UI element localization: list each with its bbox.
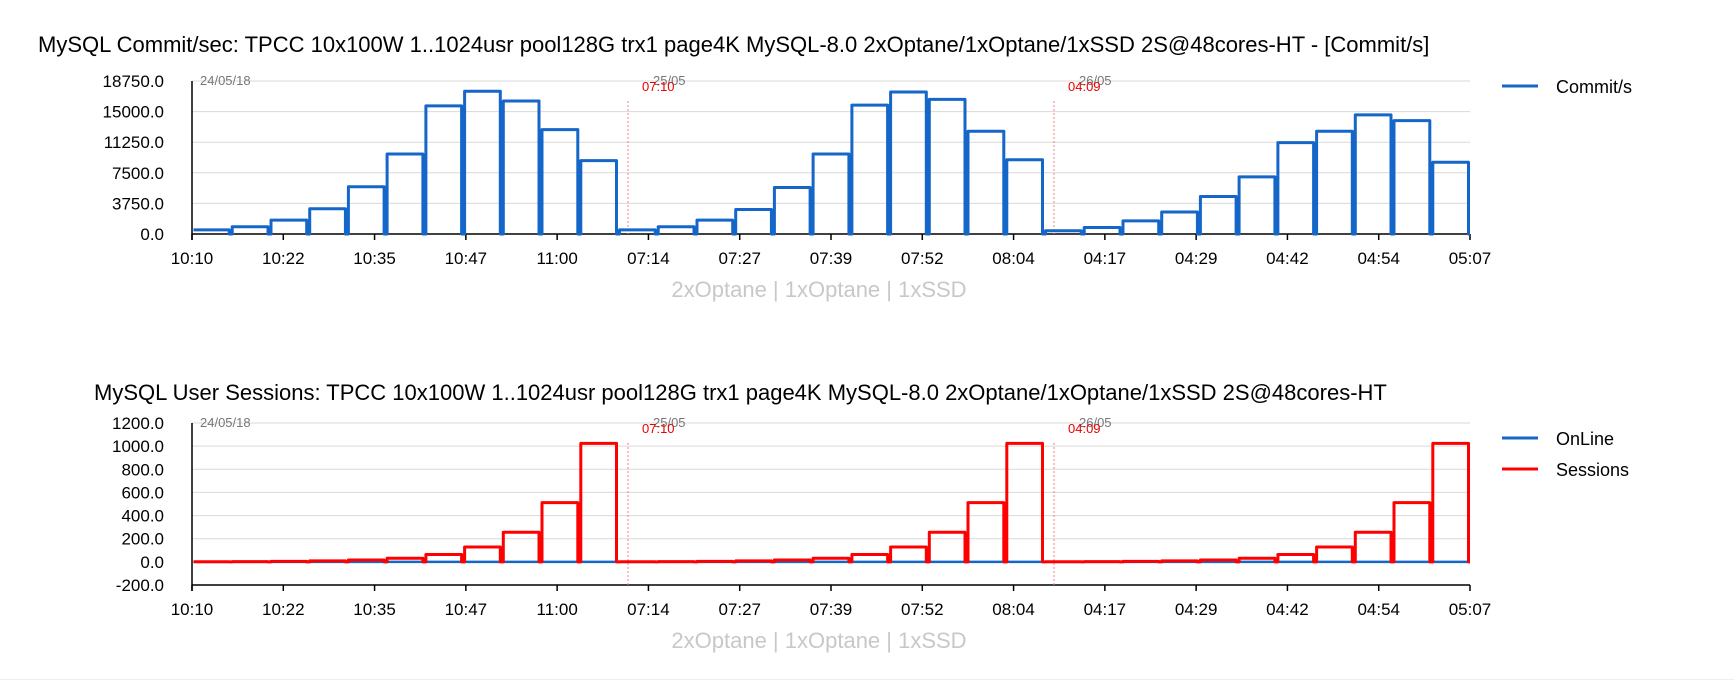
- x-tick-label: 07:52: [901, 600, 944, 619]
- y-tick-label: 400.0: [121, 507, 164, 526]
- segment-time-label: 07:10: [642, 421, 675, 436]
- x-tick-label: 05:07: [1449, 249, 1492, 268]
- y-tick-label: 200.0: [121, 530, 164, 549]
- x-tick-label: 07:52: [901, 249, 944, 268]
- x-tick-label: 04:42: [1266, 600, 1309, 619]
- bottom-divider: [0, 679, 1734, 680]
- segment-date-label: 24/05/18: [200, 73, 251, 88]
- segment-date-label: 25/05: [653, 415, 686, 430]
- y-tick-label: 1200.0: [112, 414, 164, 433]
- y-tick-label: 11250.0: [104, 133, 164, 152]
- x-tick-label: 11:00: [537, 249, 578, 268]
- x-tick-label: 04:29: [1175, 249, 1218, 268]
- sessions-chart: MySQL User Sessions: TPCC 10x100W 1..102…: [94, 380, 1629, 653]
- x-tick-label: 07:39: [810, 600, 853, 619]
- y-tick-label: 7500.0: [112, 164, 164, 183]
- x-axis-label: 2xOptane | 1xOptane | 1xSSD: [671, 628, 966, 653]
- x-tick-label: 10:35: [353, 600, 396, 619]
- chart-title: MySQL User Sessions: TPCC 10x100W 1..102…: [94, 380, 1387, 405]
- legend-label: Sessions: [1556, 460, 1629, 480]
- x-tick-label: 07:14: [627, 249, 670, 268]
- x-tick-label: 07:39: [810, 249, 853, 268]
- x-tick-label: 07:27: [718, 600, 761, 619]
- segment-time-label: 07:10: [642, 79, 675, 94]
- x-tick-label: 04:54: [1357, 249, 1400, 268]
- x-tick-label: 07:27: [718, 249, 761, 268]
- y-tick-label: 800.0: [121, 460, 164, 479]
- x-tick-label: 10:47: [445, 600, 488, 619]
- x-tick-label: 04:54: [1357, 600, 1400, 619]
- segment-date-label: 24/05/18: [200, 415, 251, 430]
- x-tick-label: 04:17: [1084, 600, 1127, 619]
- segment-time-label: 04:09: [1068, 421, 1101, 436]
- y-tick-label: 3750.0: [112, 194, 164, 213]
- x-tick-label: 04:42: [1266, 249, 1309, 268]
- x-tick-label: 10:47: [445, 249, 488, 268]
- y-tick-label: -200.0: [116, 576, 164, 595]
- x-tick-label: 04:17: [1084, 249, 1127, 268]
- x-tick-label: 11:00: [537, 600, 578, 619]
- y-tick-label: 18750.0: [103, 72, 164, 91]
- x-tick-label: 10:22: [262, 600, 305, 619]
- legend-label: Commit/s: [1556, 77, 1632, 97]
- segment-time-label: 04:09: [1068, 79, 1101, 94]
- y-tick-label: 1000.0: [112, 437, 164, 456]
- series-line-sessions: [193, 441, 1470, 564]
- x-tick-label: 04:29: [1175, 600, 1218, 619]
- x-tick-label: 05:07: [1449, 600, 1492, 619]
- y-tick-label: 0.0: [140, 225, 164, 244]
- x-tick-label: 10:35: [353, 249, 396, 268]
- y-tick-label: 15000.0: [103, 103, 164, 122]
- segment-date-label: 25/05: [653, 73, 686, 88]
- commit-chart: MySQL Commit/sec: TPCC 10x100W 1..1024us…: [38, 32, 1632, 302]
- x-axis-label: 2xOptane | 1xOptane | 1xSSD: [671, 277, 966, 302]
- x-tick-label: 10:10: [171, 249, 214, 268]
- chart-title: MySQL Commit/sec: TPCC 10x100W 1..1024us…: [38, 32, 1429, 57]
- segment-date-label: 26/05: [1079, 415, 1112, 430]
- x-tick-label: 10:10: [171, 600, 214, 619]
- x-tick-label: 10:22: [262, 249, 305, 268]
- y-tick-label: 600.0: [121, 483, 164, 502]
- segment-date-label: 26/05: [1079, 73, 1112, 88]
- legend-label: OnLine: [1556, 429, 1614, 449]
- x-tick-label: 07:14: [627, 600, 670, 619]
- x-tick-label: 08:04: [992, 600, 1035, 619]
- series-line-commits: [193, 89, 1470, 236]
- x-tick-label: 08:04: [992, 249, 1035, 268]
- y-tick-label: 0.0: [140, 553, 164, 572]
